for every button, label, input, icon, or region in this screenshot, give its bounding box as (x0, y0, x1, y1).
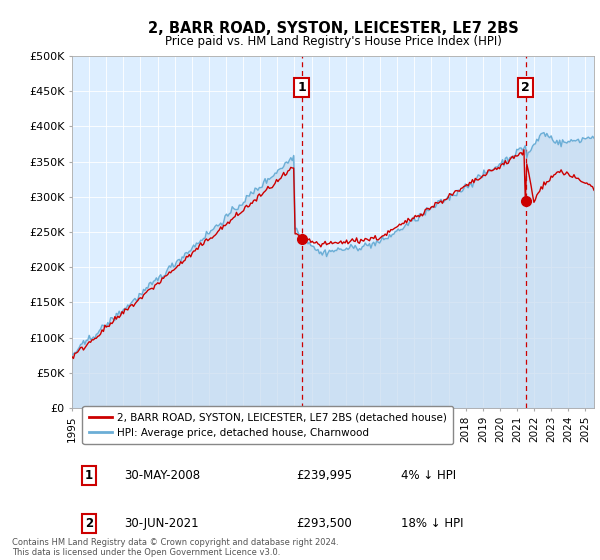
Text: Price paid vs. HM Land Registry's House Price Index (HPI): Price paid vs. HM Land Registry's House … (164, 35, 502, 48)
Text: 4% ↓ HPI: 4% ↓ HPI (401, 469, 456, 482)
Text: 30-MAY-2008: 30-MAY-2008 (124, 469, 200, 482)
Text: Contains HM Land Registry data © Crown copyright and database right 2024.
This d: Contains HM Land Registry data © Crown c… (12, 538, 338, 557)
Text: £293,500: £293,500 (296, 517, 352, 530)
Text: 18% ↓ HPI: 18% ↓ HPI (401, 517, 463, 530)
Text: 1: 1 (85, 469, 93, 482)
Text: £239,995: £239,995 (296, 469, 352, 482)
Text: 2: 2 (521, 81, 530, 94)
Text: 2: 2 (85, 517, 93, 530)
Text: 1: 1 (297, 81, 306, 94)
Text: 30-JUN-2021: 30-JUN-2021 (124, 517, 199, 530)
Legend: 2, BARR ROAD, SYSTON, LEICESTER, LE7 2BS (detached house), HPI: Average price, d: 2, BARR ROAD, SYSTON, LEICESTER, LE7 2BS… (82, 406, 453, 444)
Text: 2, BARR ROAD, SYSTON, LEICESTER, LE7 2BS: 2, BARR ROAD, SYSTON, LEICESTER, LE7 2BS (148, 21, 518, 36)
